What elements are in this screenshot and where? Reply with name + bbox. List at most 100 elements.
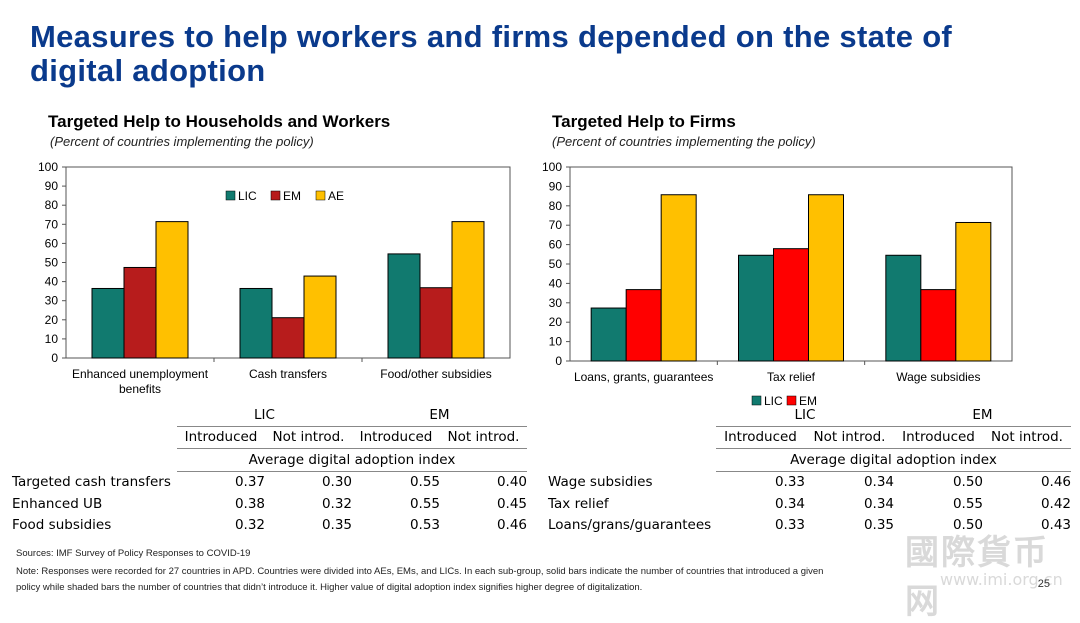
cell-value: 0.50 (952, 517, 983, 534)
cell-value: 0.53 (409, 517, 440, 534)
y-tick-label: 50 (45, 256, 59, 270)
subheader: Introduced (177, 425, 265, 449)
cell-value: 0.32 (321, 495, 352, 512)
cell-value: 0.37 (234, 474, 265, 491)
cell-value: 0.35 (321, 517, 352, 534)
left-chart-title: Targeted Help to Households and Workers (48, 112, 391, 131)
y-tick-label: 50 (549, 257, 563, 271)
y-tick-label: 80 (45, 198, 59, 212)
legend-swatch-em (786, 395, 797, 406)
table-row: Tax relief 0.34 0.34 0.55 0.42 (548, 493, 1071, 515)
cell-value: 0.42 (1040, 495, 1071, 512)
cell-value: 0.46 (496, 517, 527, 534)
cell-value: 0.45 (496, 495, 527, 512)
y-tick-label: 0 (555, 354, 562, 368)
x-tick-label: Wage subsidies (896, 370, 980, 384)
legend-label-em: EM (283, 189, 301, 203)
x-tick-label: Tax relief (767, 370, 816, 384)
legend-swatch-ae (315, 190, 326, 201)
table-group-lic: LIC (794, 406, 816, 423)
bar-em (123, 266, 157, 359)
subheader: Not introd. (265, 425, 352, 449)
y-tick-label: 40 (549, 276, 563, 290)
index-label: Average digital adoption index (716, 448, 1071, 472)
subheader: Introduced (352, 425, 440, 449)
row-label: Targeted cash transfers (12, 474, 171, 490)
y-tick-label: 10 (45, 332, 59, 346)
bar-ae (808, 194, 844, 362)
y-tick-label: 90 (549, 179, 563, 193)
x-tick-label: benefits (119, 382, 161, 396)
bar-lic (387, 253, 421, 359)
y-tick-label: 80 (549, 199, 563, 213)
row-label: Tax relief (548, 495, 609, 512)
table-group-lic: LIC (254, 406, 275, 423)
y-tick-label: 60 (549, 238, 563, 252)
legend-swatch-lic (751, 395, 762, 406)
page-number: 25 (1037, 578, 1050, 590)
bar-ae (955, 221, 992, 362)
cell-value: 0.34 (774, 495, 805, 512)
y-tick-label: 20 (549, 315, 563, 329)
cell-value: 0.33 (774, 517, 805, 534)
cell-value: 0.33 (774, 474, 805, 491)
subheader: Introduced (894, 425, 983, 449)
bar-em (773, 248, 809, 362)
y-tick-label: 30 (45, 294, 59, 308)
x-tick-label: Food/other subsidies (380, 367, 491, 381)
cell-value: 0.55 (952, 495, 983, 512)
right-bar-chart: 0 10 20 30 40 50 60 70 80 90 100 Loans, grants, gua… (542, 160, 1013, 408)
left-chart-subtitle: (Percent of countries implementing the p… (50, 134, 314, 149)
subheader: Not introd. (983, 425, 1071, 449)
table-row: Wage subsidies 0.33 0.34 0.50 0.46 (548, 471, 1071, 493)
y-tick-label: 0 (51, 351, 58, 365)
y-tick-label: 20 (45, 313, 59, 327)
y-tick-label: 60 (45, 236, 59, 250)
bar-ae (660, 194, 697, 362)
y-tick-label: 90 (45, 179, 59, 193)
legend-label-em: EM (799, 394, 817, 408)
y-tick-label: 100 (542, 160, 562, 174)
bar-ae (155, 221, 189, 359)
row-label: Enhanced UB (12, 495, 103, 512)
row-label: Loans/grans/guarantees (548, 517, 712, 534)
watermark-url: www.imi.org.cn (940, 570, 1063, 589)
table-row: Loans/grans/guarantees 0.33 0.35 0.50 0.… (548, 515, 1071, 537)
bar-lic (239, 287, 273, 359)
cell-value: 0.55 (409, 495, 440, 512)
cell-value: 0.43 (1040, 517, 1071, 534)
y-tick-label: 40 (45, 275, 59, 289)
bar-lic (590, 307, 627, 362)
left-digital-index-table: LIC EM Introduced Not introd. Introduced… (12, 404, 527, 536)
cell-value: 0.38 (234, 495, 265, 512)
table-group-em: EM (972, 406, 993, 423)
bar-ae (451, 221, 485, 359)
index-label: Average digital adoption index (177, 448, 527, 472)
bar-lic (885, 254, 922, 362)
cell-value: 0.34 (863, 474, 894, 491)
bar-em (271, 317, 305, 359)
bar-em (419, 287, 453, 359)
cell-value: 0.46 (1040, 474, 1071, 491)
cell-value: 0.30 (321, 474, 352, 491)
row-label: Wage subsidies (548, 474, 653, 490)
cell-value: 0.34 (863, 495, 894, 512)
legend-label-ae: AE (328, 189, 344, 203)
bar-lic (91, 287, 125, 359)
y-tick-label: 30 (549, 296, 563, 310)
legend-label-lic: LIC (238, 189, 257, 203)
bar-lic (738, 254, 774, 362)
table-row: Targeted cash transfers 0.37 0.30 0.55 0… (12, 471, 527, 493)
x-tick-label: Loans, grants, guarantees (574, 370, 713, 384)
right-digital-index-table: LIC EM Introduced Not introd. Introduced… (548, 404, 1071, 536)
footer-note-1: Note: Responses were recorded for 27 cou… (16, 566, 824, 577)
table-row: Enhanced UB 0.38 0.32 0.55 0.45 (12, 493, 527, 515)
cell-value: 0.40 (496, 474, 527, 491)
cell-value: 0.35 (863, 517, 894, 534)
y-tick-label: 70 (45, 217, 59, 231)
table-row: Food subsidies 0.32 0.35 0.53 0.46 (12, 515, 527, 537)
slide-title: Measures to help workers and firms depen… (30, 19, 953, 88)
footer-sources: Sources: IMF Survey of Policy Responses … (16, 548, 251, 559)
bar-ae (303, 275, 337, 359)
x-tick-label: Cash transfers (249, 367, 327, 381)
